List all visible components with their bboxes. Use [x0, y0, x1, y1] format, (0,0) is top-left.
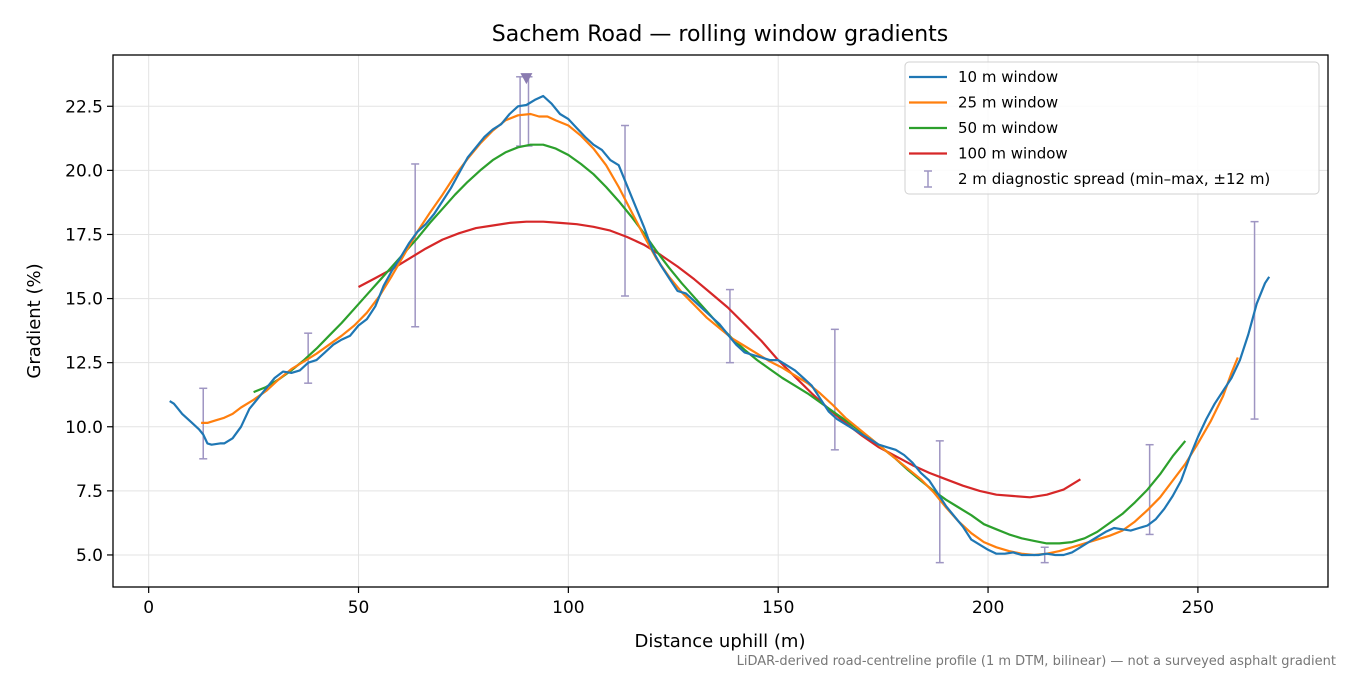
series-line-100-m-window — [357, 220, 1081, 499]
chart-title: Sachem Road — rolling window gradients — [492, 22, 949, 47]
y-axis-ticks: 5.0 7.5 10.0 12.5 15.0 17.5 20.0 22.5 — [65, 97, 113, 566]
peak-marker — [520, 73, 533, 85]
footnote: LiDAR-derived road-centreline profile (1… — [737, 654, 1336, 669]
axes-frame — [112, 54, 1329, 588]
x-tick-label: 100 — [552, 598, 584, 618]
series-line-25-m-window — [201, 112, 1239, 557]
x-axis-ticks: 0 50 100 150 200 250 — [143, 587, 1214, 618]
plot-area — [169, 73, 1271, 564]
grid-lines — [113, 55, 1328, 587]
y-tick-label: 17.5 — [65, 225, 103, 245]
legend-label: 2 m diagnostic spread (min–max, ±12 m) — [958, 170, 1270, 188]
y-tick-label: 22.5 — [65, 97, 103, 117]
x-tick-label: 150 — [762, 598, 794, 618]
y-tick-label: 12.5 — [65, 354, 103, 374]
y-tick-label: 7.5 — [76, 482, 103, 502]
legend-label: 25 m window — [958, 94, 1058, 112]
x-axis-label: Distance uphill (m) — [635, 631, 806, 652]
x-tick-label: 50 — [348, 598, 370, 618]
y-tick-label: 15.0 — [65, 290, 103, 310]
x-tick-label: 200 — [972, 598, 1004, 618]
legend-label: 10 m window — [958, 68, 1058, 86]
y-axis-label: Gradient (%) — [24, 263, 45, 378]
y-tick-label: 10.0 — [65, 418, 103, 438]
legend-label: 100 m window — [958, 145, 1068, 163]
legend: 10 m window 25 m window 50 m window 100 m w… — [904, 61, 1320, 195]
x-tick-label: 250 — [1182, 598, 1214, 618]
series-line-10-m-window — [169, 94, 1271, 557]
y-tick-label: 20.0 — [65, 161, 103, 181]
legend-box — [904, 61, 1320, 195]
x-tick-label: 0 — [143, 598, 154, 618]
legend-label: 50 m window — [958, 119, 1058, 137]
y-tick-label: 5.0 — [76, 546, 103, 566]
